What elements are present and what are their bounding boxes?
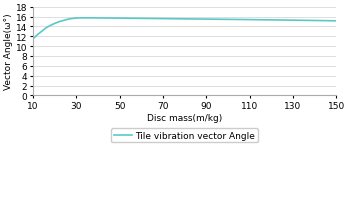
Tile vibration vector Angle bbox=[183, 19, 187, 21]
Tile vibration vector Angle bbox=[35, 34, 39, 37]
Y-axis label: Vector Angle(ω°): Vector Angle(ω°) bbox=[4, 14, 13, 90]
Tile vibration vector Angle bbox=[48, 25, 52, 27]
Tile vibration vector Angle bbox=[269, 20, 273, 22]
Tile vibration vector Angle bbox=[70, 18, 74, 21]
Tile vibration vector Angle bbox=[61, 20, 65, 23]
Tile vibration vector Angle bbox=[85, 18, 89, 20]
Tile vibration vector Angle bbox=[74, 18, 79, 20]
Tile vibration vector Angle bbox=[334, 20, 338, 23]
Tile vibration vector Angle bbox=[107, 18, 111, 20]
Tile vibration vector Angle bbox=[57, 21, 61, 24]
Tile vibration vector Angle bbox=[204, 19, 208, 21]
Tile vibration vector Angle bbox=[247, 19, 252, 22]
Legend: Tile vibration vector Angle: Tile vibration vector Angle bbox=[111, 128, 258, 143]
Tile vibration vector Angle bbox=[79, 18, 83, 20]
Tile vibration vector Angle bbox=[39, 31, 44, 33]
X-axis label: Disc mass(m/kg): Disc mass(m/kg) bbox=[147, 113, 222, 122]
Tile vibration vector Angle bbox=[96, 18, 100, 20]
Tile vibration vector Angle bbox=[226, 19, 230, 21]
Tile vibration vector Angle bbox=[291, 20, 295, 22]
Tile vibration vector Angle bbox=[44, 27, 48, 30]
Tile vibration vector Angle bbox=[312, 20, 317, 23]
Line: Tile vibration vector Angle: Tile vibration vector Angle bbox=[33, 19, 336, 40]
Tile vibration vector Angle bbox=[139, 18, 143, 20]
Tile vibration vector Angle bbox=[53, 23, 57, 25]
Tile vibration vector Angle bbox=[118, 18, 122, 20]
Tile vibration vector Angle bbox=[161, 18, 165, 21]
Tile vibration vector Angle bbox=[31, 38, 35, 41]
Tile vibration vector Angle bbox=[66, 19, 70, 21]
